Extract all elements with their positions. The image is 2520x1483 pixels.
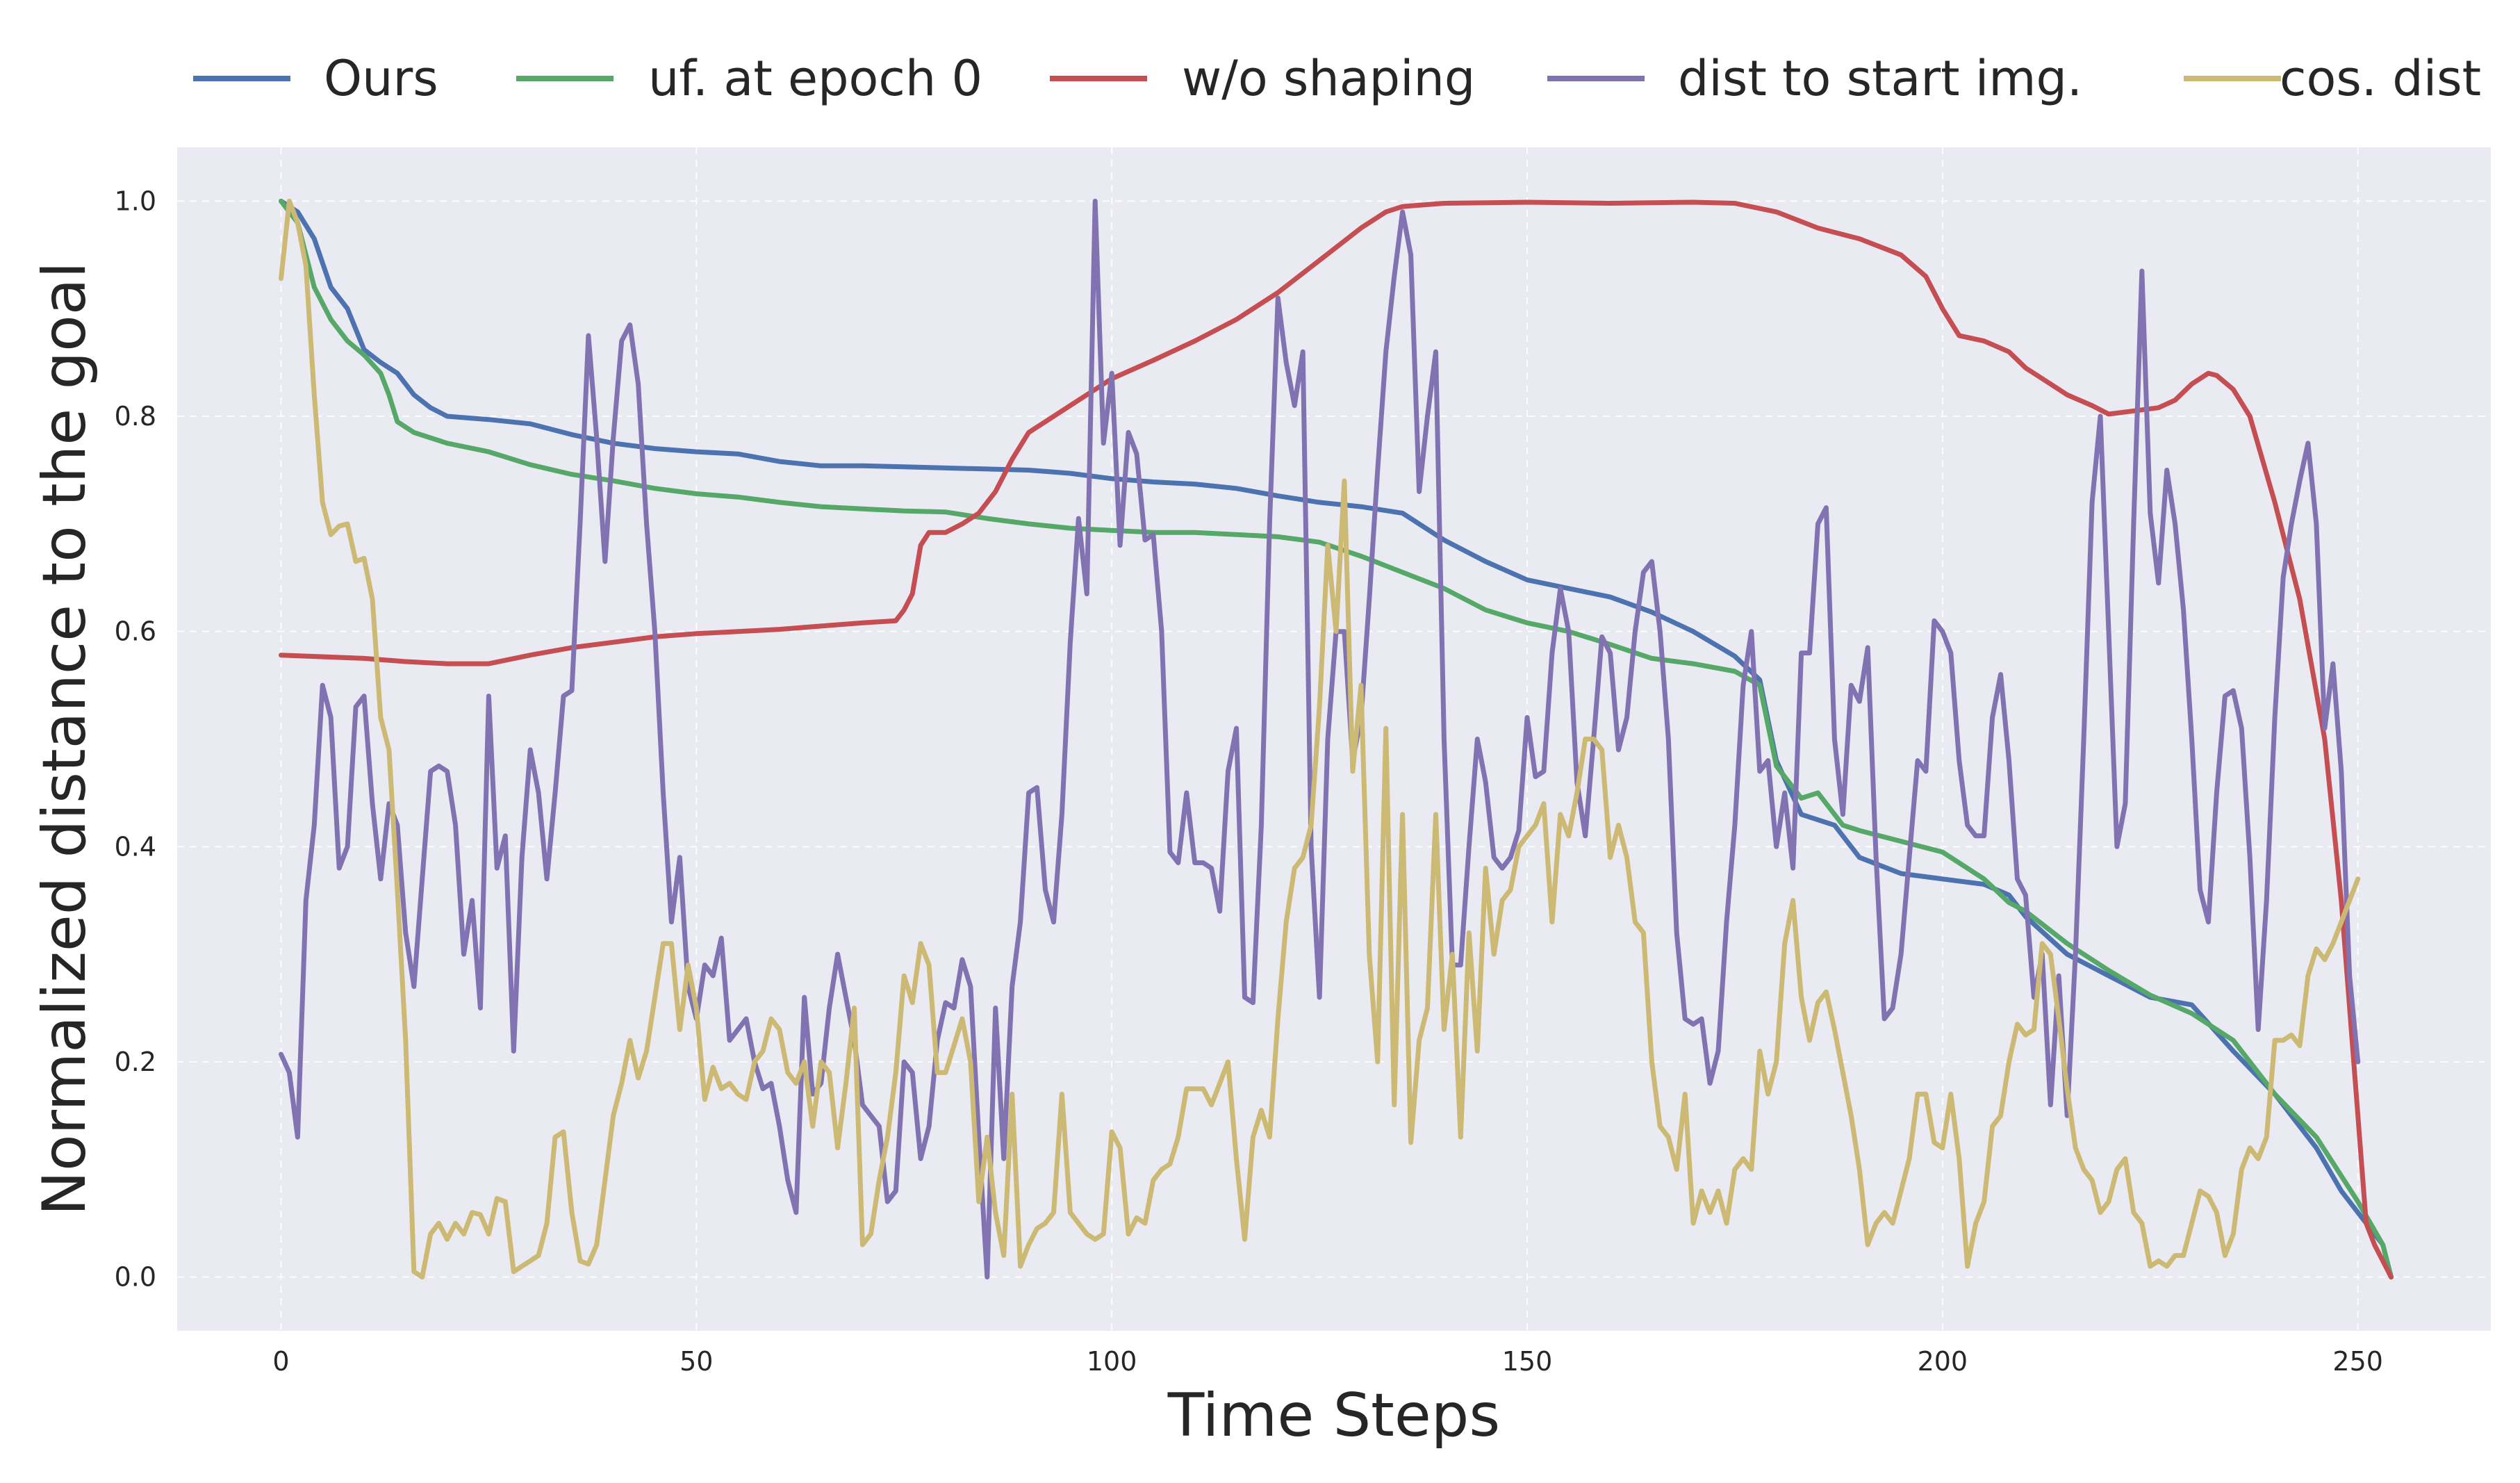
y-axis-label: Normalized distance to the goal — [30, 262, 99, 1216]
y-tick-label: 0.6 — [115, 616, 156, 647]
y-tick-label: 0.2 — [115, 1047, 156, 1077]
legend-item-ours: Ours — [193, 50, 438, 107]
y-tick-labels: 0.0 0.2 0.4 0.6 0.8 1.0 — [115, 186, 156, 1292]
legend-item-uf-epoch-0: uf. at epoch 0 — [516, 50, 982, 107]
x-tick-labels: 0 50 100 150 200 250 — [272, 1346, 2383, 1377]
grid-lines — [177, 147, 2491, 1331]
x-tick-label: 100 — [1087, 1346, 1137, 1377]
legend-label-cos-dist: cos. dist — [2280, 50, 2481, 107]
legend-item-dist-to-start-img: dist to start img. — [1547, 50, 2082, 107]
y-tick-label: 0.4 — [115, 831, 156, 862]
legend-item-wo-shaping: w/o shaping — [1050, 50, 1475, 107]
x-tick-label: 50 — [680, 1346, 713, 1377]
x-tick-label: 150 — [1502, 1346, 1553, 1377]
legend-label-wo-shaping: w/o shaping — [1182, 50, 1475, 107]
series-line-ours — [279, 198, 2394, 1280]
series-line-uf-at-epoch-0 — [279, 198, 2394, 1280]
legend-label-dist-to-start-img: dist to start img. — [1678, 50, 2082, 107]
legend-item-cos-dist: cos. dist — [2184, 50, 2481, 107]
y-tick-label: 0.8 — [115, 401, 156, 432]
x-tick-label: 250 — [2332, 1346, 2383, 1377]
series-line-cos-dist — [279, 198, 2361, 1280]
series-line-w-o-shaping — [279, 199, 2394, 1280]
x-axis-label: Time Steps — [1167, 1381, 1500, 1450]
x-tick-label: 0 — [272, 1346, 289, 1377]
series-lines — [279, 198, 2394, 1280]
legend-label-ours: Ours — [324, 50, 438, 107]
x-tick-label: 200 — [1918, 1346, 1968, 1377]
legend-label-uf-epoch-0: uf. at epoch 0 — [648, 50, 982, 107]
y-tick-label: 1.0 — [115, 186, 156, 216]
series-line-dist-to-start-img — [279, 198, 2361, 1280]
legend: Ours uf. at epoch 0 w/o shaping dist to … — [193, 50, 2481, 107]
y-tick-label: 0.0 — [115, 1262, 156, 1293]
